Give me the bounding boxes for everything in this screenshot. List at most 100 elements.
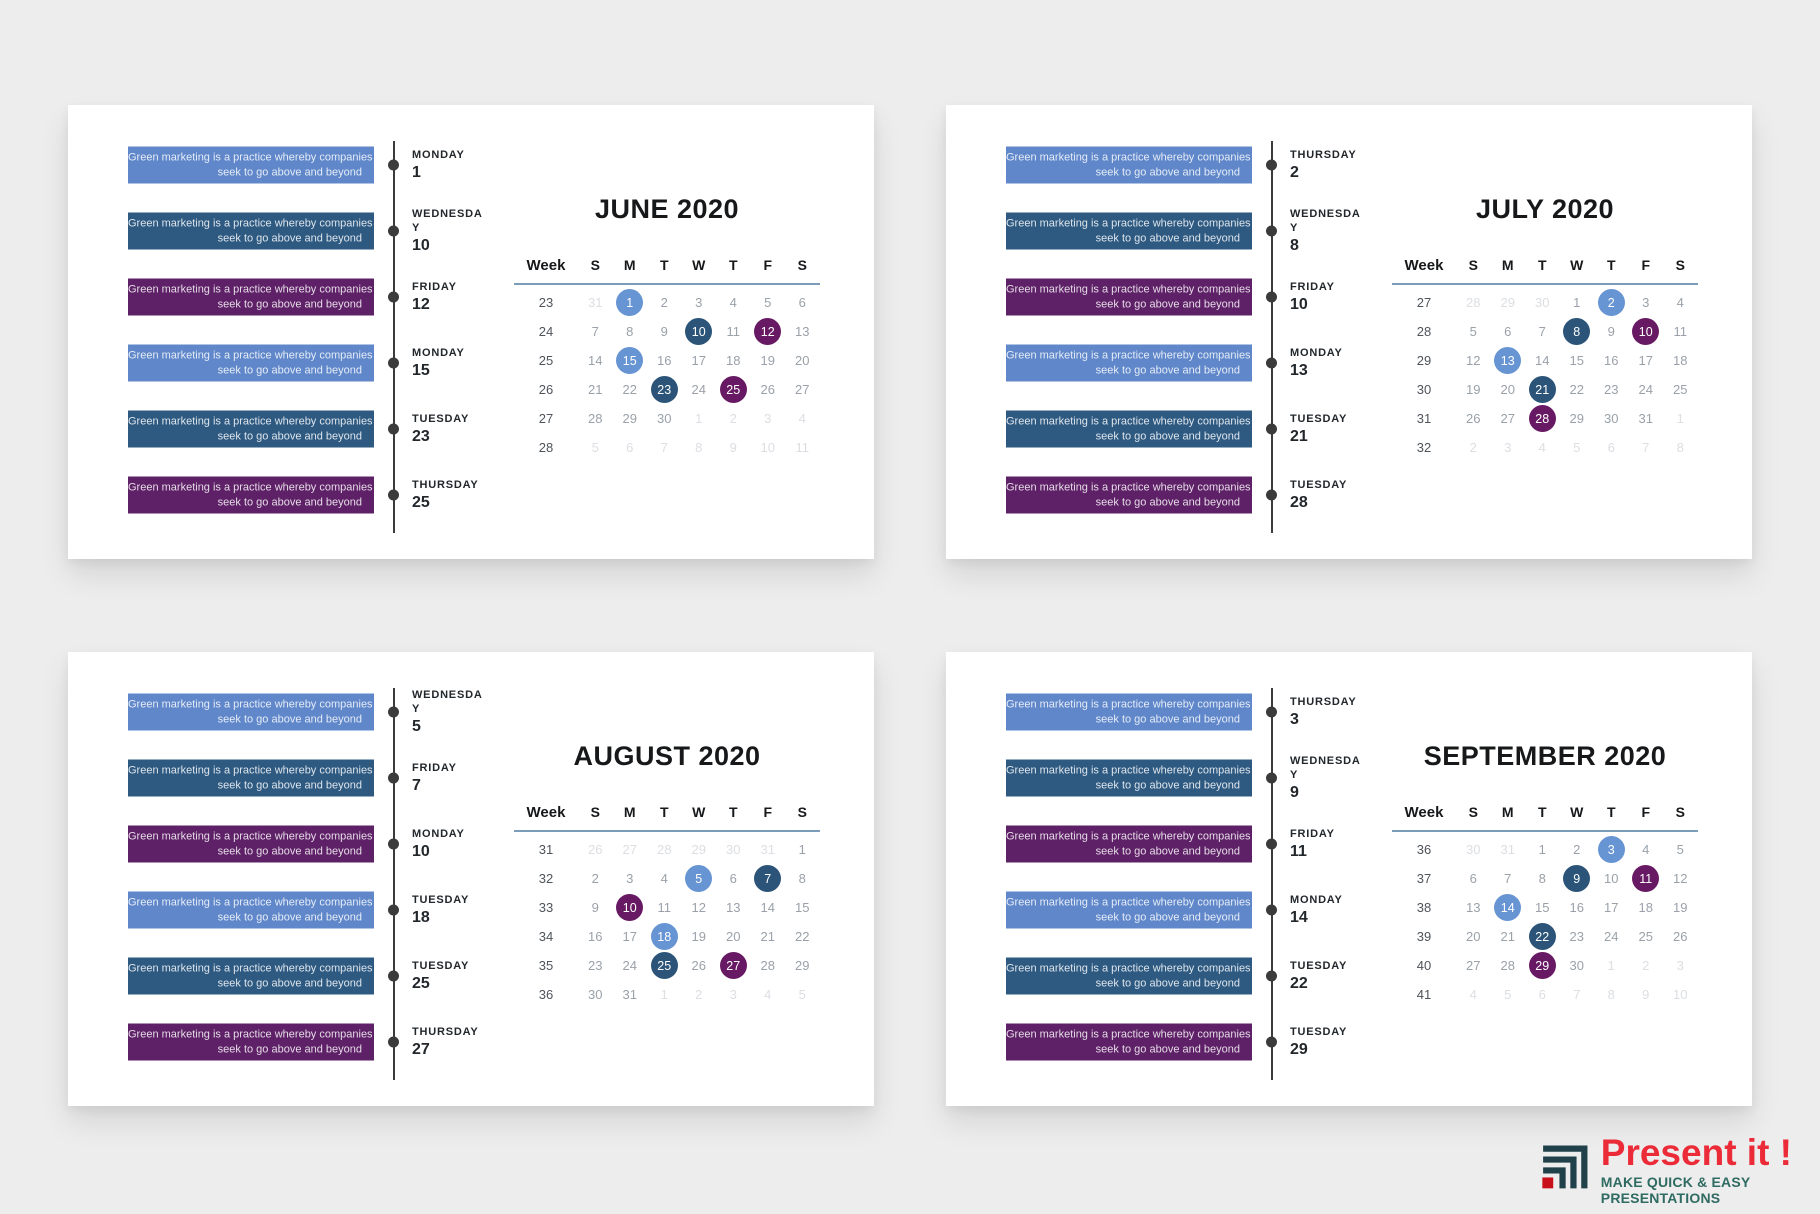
calendar-day[interactable]: 3 — [1504, 440, 1512, 455]
calendar-day[interactable]: 15 — [1569, 353, 1584, 368]
event-bar[interactable]: Green marketing is a practice whereby co… — [128, 476, 374, 514]
calendar-day[interactable]: 8 — [1676, 440, 1684, 455]
calendar-day[interactable]: 9 — [660, 324, 668, 339]
calendar-day-selected[interactable]: 13 — [1491, 346, 1526, 375]
calendar-day[interactable]: 7 — [660, 440, 668, 455]
calendar-day[interactable]: 6 — [1607, 440, 1615, 455]
calendar-day[interactable]: 23 — [1569, 929, 1584, 944]
calendar-day[interactable]: 30 — [726, 842, 741, 857]
calendar-day[interactable]: 7 — [1504, 871, 1512, 886]
calendar-day[interactable]: 2 — [660, 295, 668, 310]
calendar-day[interactable]: 9 — [1607, 324, 1615, 339]
calendar-day[interactable]: 4 — [764, 987, 772, 1002]
calendar-day-selected[interactable]: 27 — [716, 951, 751, 980]
calendar-day[interactable]: 3 — [695, 295, 703, 310]
calendar-day[interactable]: 26 — [760, 382, 775, 397]
calendar-day[interactable]: 28 — [760, 958, 775, 973]
calendar-day-selected[interactable]: 3 — [1594, 835, 1629, 864]
calendar-day[interactable]: 17 — [691, 353, 706, 368]
calendar-day[interactable]: 26 — [588, 842, 603, 857]
calendar-day[interactable]: 22 — [795, 929, 810, 944]
calendar-day[interactable]: 12 — [691, 900, 706, 915]
calendar-day[interactable]: 6 — [1469, 871, 1477, 886]
calendar-day[interactable]: 7 — [1573, 987, 1581, 1002]
calendar-day[interactable]: 2 — [591, 871, 599, 886]
calendar-day[interactable]: 8 — [1607, 987, 1615, 1002]
calendar-day[interactable]: 15 — [795, 900, 810, 915]
calendar-day[interactable]: 22 — [1569, 382, 1584, 397]
calendar-day-selected[interactable]: 9 — [1560, 864, 1595, 893]
calendar-day[interactable]: 16 — [1604, 353, 1619, 368]
calendar-day[interactable]: 19 — [1466, 382, 1481, 397]
calendar-day[interactable]: 26 — [691, 958, 706, 973]
calendar-day[interactable]: 6 — [729, 871, 737, 886]
calendar-day[interactable]: 4 — [1538, 440, 1546, 455]
calendar-day[interactable]: 20 — [795, 353, 810, 368]
calendar-day[interactable]: 5 — [1504, 987, 1512, 1002]
calendar-day[interactable]: 7 — [1538, 324, 1546, 339]
calendar-day[interactable]: 27 — [622, 842, 637, 857]
calendar-day[interactable]: 4 — [1642, 842, 1650, 857]
calendar-day[interactable]: 17 — [1604, 900, 1619, 915]
calendar-day[interactable]: 24 — [622, 958, 637, 973]
calendar-day[interactable]: 12 — [1466, 353, 1481, 368]
calendar-day-selected[interactable]: 23 — [647, 375, 682, 404]
calendar-day[interactable]: 5 — [591, 440, 599, 455]
calendar-day[interactable]: 1 — [798, 842, 806, 857]
event-bar[interactable]: Green marketing is a practice whereby co… — [128, 278, 374, 316]
calendar-day[interactable]: 31 — [1638, 411, 1653, 426]
calendar-day[interactable]: 1 — [1607, 958, 1615, 973]
calendar-day[interactable]: 9 — [729, 440, 737, 455]
calendar-day[interactable]: 1 — [1538, 842, 1546, 857]
calendar-day[interactable]: 24 — [691, 382, 706, 397]
calendar-day[interactable]: 30 — [1604, 411, 1619, 426]
calendar-day[interactable]: 20 — [1466, 929, 1481, 944]
calendar-day[interactable]: 9 — [1642, 987, 1650, 1002]
event-bar[interactable]: Green marketing is a practice whereby co… — [128, 212, 374, 250]
calendar-day[interactable]: 26 — [1673, 929, 1688, 944]
calendar-day-selected[interactable]: 15 — [613, 346, 648, 375]
event-bar[interactable]: Green marketing is a practice whereby co… — [1006, 278, 1252, 316]
calendar-day[interactable]: 28 — [588, 411, 603, 426]
calendar-day[interactable]: 22 — [622, 382, 637, 397]
calendar-day[interactable]: 5 — [764, 295, 772, 310]
calendar-day[interactable]: 2 — [1642, 958, 1650, 973]
event-bar[interactable]: Green marketing is a practice whereby co… — [1006, 1023, 1252, 1061]
calendar-day[interactable]: 31 — [1500, 842, 1515, 857]
calendar-day-selected[interactable]: 2 — [1594, 288, 1629, 317]
calendar-day-selected[interactable]: 21 — [1525, 375, 1560, 404]
calendar-day[interactable]: 29 — [1500, 295, 1515, 310]
calendar-day[interactable]: 8 — [798, 871, 806, 886]
event-bar[interactable]: Green marketing is a practice whereby co… — [128, 957, 374, 995]
event-bar[interactable]: Green marketing is a practice whereby co… — [1006, 891, 1252, 929]
calendar-day[interactable]: 4 — [1469, 987, 1477, 1002]
event-bar[interactable]: Green marketing is a practice whereby co… — [1006, 212, 1252, 250]
calendar-day-selected[interactable]: 5 — [682, 864, 717, 893]
calendar-day[interactable]: 30 — [1466, 842, 1481, 857]
event-bar[interactable]: Green marketing is a practice whereby co… — [1006, 410, 1252, 448]
calendar-day[interactable]: 3 — [1676, 958, 1684, 973]
calendar-day[interactable]: 7 — [591, 324, 599, 339]
calendar-day[interactable]: 14 — [1535, 353, 1550, 368]
calendar-day[interactable]: 21 — [1500, 929, 1515, 944]
event-bar[interactable]: Green marketing is a practice whereby co… — [128, 825, 374, 863]
calendar-day-selected[interactable]: 18 — [647, 922, 682, 951]
calendar-day-selected[interactable]: 11 — [1629, 864, 1664, 893]
event-bar[interactable]: Green marketing is a practice whereby co… — [1006, 957, 1252, 995]
calendar-day[interactable]: 11 — [657, 900, 672, 915]
calendar-day-selected[interactable]: 28 — [1525, 404, 1560, 433]
calendar-day[interactable]: 24 — [1604, 929, 1619, 944]
calendar-day[interactable]: 21 — [588, 382, 603, 397]
calendar-day[interactable]: 11 — [1673, 324, 1688, 339]
calendar-day[interactable]: 1 — [1676, 411, 1684, 426]
calendar-day-selected[interactable]: 8 — [1560, 317, 1595, 346]
calendar-day-selected[interactable]: 14 — [1491, 893, 1526, 922]
calendar-day[interactable]: 4 — [660, 871, 668, 886]
calendar-day[interactable]: 3 — [764, 411, 772, 426]
calendar-day-selected[interactable]: 7 — [751, 864, 786, 893]
calendar-day[interactable]: 13 — [795, 324, 810, 339]
calendar-day[interactable]: 30 — [657, 411, 672, 426]
calendar-day[interactable]: 24 — [1638, 382, 1653, 397]
calendar-day[interactable]: 21 — [760, 929, 775, 944]
event-bar[interactable]: Green marketing is a practice whereby co… — [128, 344, 374, 382]
